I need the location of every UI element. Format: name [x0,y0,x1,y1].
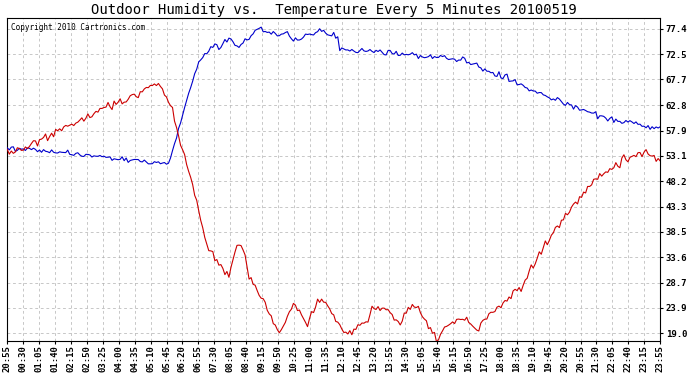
Text: Copyright 2010 Cartronics.com: Copyright 2010 Cartronics.com [10,23,145,32]
Title: Outdoor Humidity vs.  Temperature Every 5 Minutes 20100519: Outdoor Humidity vs. Temperature Every 5… [91,3,577,17]
